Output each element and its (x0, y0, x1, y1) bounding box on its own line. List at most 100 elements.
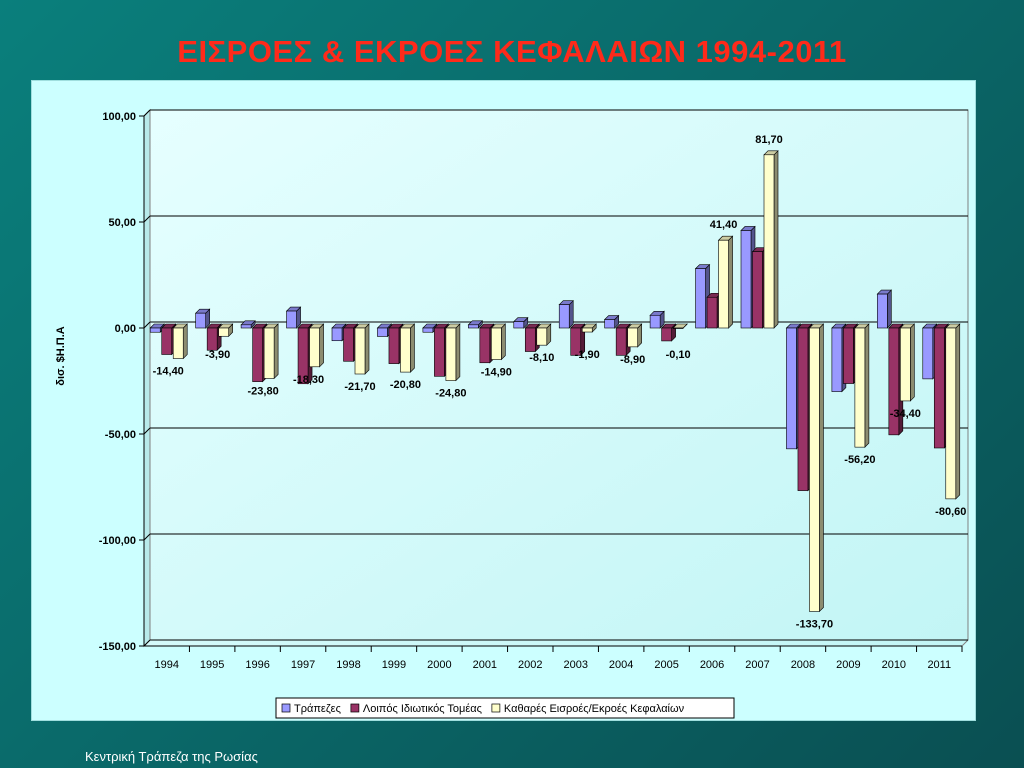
data-label: -14,90 (481, 367, 512, 379)
bar-front (797, 327, 809, 491)
bar-chart: 100,00 50,00 0,00 -50,00 -100,00 -150,00 δισ. … (55, 108, 969, 719)
bar-front (434, 327, 445, 377)
bar-front (388, 327, 400, 364)
x-tick-label: 2000 (427, 659, 451, 671)
legend-entry: Τράπεζες (294, 703, 341, 715)
footer-source: Κεντρική Τράπεζα της Ρωσίας (85, 749, 258, 764)
bar (763, 150, 779, 329)
gridline-depth (143, 321, 151, 329)
gridline-depth (143, 215, 151, 223)
bar-side (887, 289, 892, 329)
bar-side (501, 323, 506, 361)
bar (217, 323, 234, 337)
bar (194, 308, 211, 329)
data-label: -56,20 (844, 454, 875, 466)
bar-front (377, 327, 388, 337)
legend-box (275, 697, 735, 719)
bar-front (218, 327, 229, 337)
bar-side (182, 323, 188, 360)
x-tick-label: 2010 (882, 659, 906, 671)
y-tick-label: 0,00 (115, 323, 136, 335)
bar (285, 306, 302, 329)
bar-side (864, 323, 870, 448)
x-tick-label: 1998 (336, 659, 360, 671)
bar-side (568, 299, 574, 329)
chart-frame: 100,00 50,00 0,00 -50,00 -100,00 -150,00 δισ. … (31, 80, 976, 721)
bar-side (410, 323, 415, 373)
bar (172, 323, 188, 360)
bar (660, 323, 677, 342)
legend-swatch (491, 703, 501, 713)
bar-front (297, 327, 309, 385)
bar-side (364, 323, 370, 375)
bar (308, 323, 325, 368)
bar (536, 323, 552, 346)
data-label: -23,80 (248, 385, 279, 397)
y-tick-label: 100,00 (102, 111, 136, 123)
x-tick-label: 2005 (654, 659, 678, 671)
y-tick-label: -50,00 (105, 429, 136, 441)
bar (581, 323, 597, 333)
x-tick-label: 2009 (836, 659, 860, 671)
legend-swatch (281, 703, 291, 713)
x-tick-label: 2001 (473, 659, 497, 671)
data-label: -8,10 (529, 352, 554, 364)
bar-side (773, 150, 779, 329)
bar-front (263, 327, 275, 379)
bar-front (809, 327, 820, 612)
bar-side (955, 323, 961, 500)
bar-front (843, 327, 854, 384)
bar-front (252, 327, 263, 382)
gridline-depth (143, 109, 151, 117)
bar-side (910, 323, 915, 402)
plot-side-wall (143, 108, 151, 648)
bar-front (536, 327, 548, 346)
y-axis-title: δισ. $Η.Π.Α (55, 326, 67, 385)
bar-front (422, 327, 434, 333)
x-tick-label: 1996 (245, 659, 269, 671)
bar-front (343, 327, 354, 362)
bar-front (933, 327, 945, 449)
bar-front (195, 312, 206, 329)
bar-front (581, 327, 593, 333)
bar (649, 310, 665, 329)
bar (945, 323, 961, 500)
bar (445, 323, 461, 382)
bar-front (558, 304, 570, 329)
bar-front (172, 327, 184, 359)
legend-swatch (350, 703, 360, 713)
bar (808, 323, 825, 613)
y-tick-label: -100,00 (99, 535, 136, 547)
bar-front (740, 230, 752, 329)
bar-side (455, 323, 461, 382)
x-tick-label: 1997 (291, 659, 315, 671)
legend-entry: Λοιπός Ιδιωτικός Τομέας (363, 703, 482, 715)
bar-front (161, 327, 173, 355)
data-label: -133,70 (796, 618, 833, 630)
bar-front (240, 324, 252, 329)
bar (899, 323, 916, 402)
bar-front (491, 327, 502, 360)
y-tick-label: 50,00 (108, 217, 136, 229)
bar-front (854, 327, 866, 448)
gridline-depth (143, 427, 151, 435)
x-tick-label: 1999 (382, 659, 406, 671)
data-label: -1,90 (575, 349, 600, 361)
data-label: -24,80 (435, 388, 466, 400)
bar (876, 289, 893, 329)
bar-side (273, 323, 279, 380)
bar-front (718, 239, 729, 329)
bar-front (286, 310, 297, 329)
bar-front (479, 327, 491, 364)
bar-front (831, 327, 843, 392)
bar-front (445, 327, 457, 381)
bar-front (468, 324, 479, 329)
x-tick-label: 2006 (700, 659, 724, 671)
bar-front (513, 321, 525, 329)
bar-front (524, 327, 536, 352)
bar (240, 320, 256, 329)
slide-title: ΕΙΣΡΟΕΣ & ΕΚΡΟΕΣ ΚΕΦΑΛΑΙΩΝ 1994-2011 (177, 34, 847, 69)
bar-front (672, 327, 684, 329)
data-label: -0,10 (666, 349, 691, 361)
bar-front (877, 293, 888, 329)
